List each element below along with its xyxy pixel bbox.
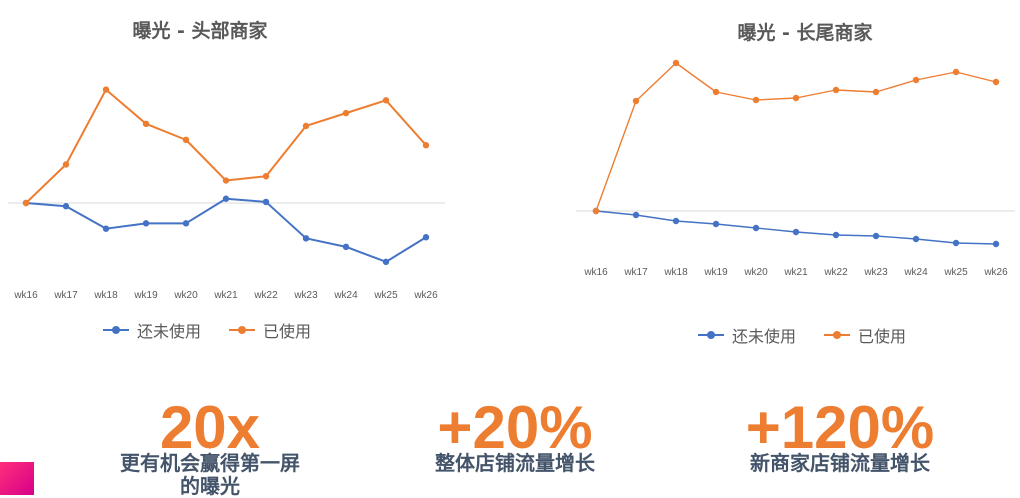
data-point-used <box>382 97 390 104</box>
x-tick-label: wk18 <box>663 267 688 278</box>
x-tick-label: wk21 <box>213 290 238 301</box>
data-point-not-used <box>222 195 230 202</box>
legend-swatch-orange <box>229 326 256 334</box>
stat-value-new-merchant-traffic: +120% <box>745 394 935 461</box>
x-tick-label: wk26 <box>413 290 438 301</box>
x-tick-label: wk19 <box>703 267 728 278</box>
legend-longtail-merchants: 还未使用 已使用 <box>698 323 906 347</box>
data-point-not-used <box>422 234 430 241</box>
legend-label: 已使用 <box>858 327 907 346</box>
x-tick-label: wk16 <box>583 267 608 278</box>
data-point-used <box>142 120 150 128</box>
data-point-used <box>182 136 190 144</box>
x-tick-label: wk16 <box>13 290 38 301</box>
data-point-not-used <box>632 211 640 219</box>
legend-label: 还未使用 <box>732 327 797 346</box>
data-point-not-used <box>262 198 270 206</box>
stat-label-new-merchant-traffic: 新商家店铺流量增长 <box>750 451 930 475</box>
data-point-not-used <box>182 220 190 227</box>
data-point-not-used <box>992 240 1000 248</box>
data-point-used <box>342 109 350 117</box>
data-point-not-used <box>912 235 920 243</box>
data-point-used <box>222 177 230 184</box>
data-point-not-used <box>142 220 150 227</box>
legend-item-not-used: 还未使用 <box>103 318 201 342</box>
data-point-used <box>872 88 880 96</box>
x-tick-label: wk22 <box>253 290 278 301</box>
data-point-used <box>632 97 640 105</box>
chart-title-head-merchants: 曝光 - 头部商家 <box>132 20 268 42</box>
x-tick-label: wk24 <box>903 267 928 278</box>
x-tick-label: wk20 <box>743 267 768 278</box>
x-tick-label: wk19 <box>133 290 158 301</box>
legend-swatch-blue <box>698 331 724 339</box>
stat-value-first-screen: 20x <box>159 394 261 461</box>
data-point-used <box>952 68 960 76</box>
data-point-used <box>62 161 70 168</box>
legend-label: 还未使用 <box>137 322 202 341</box>
data-point-used <box>712 88 720 96</box>
x-tick-label: wk18 <box>93 290 118 301</box>
x-tick-label: wk23 <box>863 267 888 278</box>
line-chart-head-merchants: wk16 wk17 wk18 wk19 wk20 wk21 wk22 wk23 wk24 wk25… <box>8 86 445 301</box>
x-tick-label: wk25 <box>943 267 968 278</box>
data-point-used <box>302 122 310 130</box>
x-tick-label: wk26 <box>983 267 1008 278</box>
legend-item-used: 已使用 <box>824 323 906 347</box>
data-point-used <box>422 142 430 149</box>
x-tick-label: wk23 <box>293 290 318 301</box>
data-point-used <box>992 78 1000 86</box>
chart-title-longtail-merchants: 曝光 - 长尾商家 <box>737 22 873 44</box>
data-point-not-used <box>102 225 110 232</box>
data-point-used <box>832 86 840 94</box>
data-point-not-used <box>302 235 310 242</box>
stat-label-first-screen: 更有机会赢得第一屏的曝光 <box>120 451 300 498</box>
series-line-used <box>595 62 997 212</box>
corner-logo-mark <box>0 462 34 495</box>
data-point-used <box>672 59 680 67</box>
data-point-not-used <box>752 224 760 232</box>
stat-label-overall-traffic: 整体店铺流量增长 <box>435 451 595 475</box>
data-point-not-used <box>672 217 680 225</box>
x-tick-label: wk17 <box>623 267 648 278</box>
x-tick-label: wk17 <box>53 290 78 301</box>
data-point-not-used <box>342 243 350 251</box>
x-tick-label: wk22 <box>823 267 848 278</box>
data-point-used <box>792 94 800 102</box>
data-point-not-used <box>952 239 960 247</box>
legend-item-used: 已使用 <box>229 318 311 342</box>
legend-head-merchants: 还未使用 已使用 <box>103 318 311 342</box>
stat-value-overall-traffic: +20% <box>437 394 593 461</box>
series-line-not-used <box>595 210 997 245</box>
data-point-used <box>102 86 110 93</box>
data-point-used <box>912 76 920 84</box>
data-point-not-used <box>712 220 720 228</box>
data-point-used <box>22 199 30 207</box>
line-chart-longtail-merchants: wk16 wk17 wk18 wk19 wk20 wk21 wk22 wk23 wk24 wk25… <box>576 59 1015 278</box>
legend-swatch-blue <box>103 326 129 334</box>
legend-swatch-orange <box>824 331 851 339</box>
data-point-not-used <box>382 258 390 266</box>
data-point-not-used <box>62 203 70 210</box>
x-tick-label: wk21 <box>783 267 808 278</box>
x-tick-label: wk24 <box>333 290 358 301</box>
data-point-not-used <box>832 231 840 239</box>
x-tick-label: wk20 <box>173 290 198 301</box>
data-point-not-used <box>792 228 800 236</box>
data-point-not-used <box>872 232 880 240</box>
x-tick-label: wk25 <box>373 290 398 301</box>
data-point-used <box>262 173 270 180</box>
data-point-used <box>752 96 760 104</box>
legend-item-not-used: 还未使用 <box>698 323 796 347</box>
legend-label: 已使用 <box>263 322 312 341</box>
data-point-used <box>592 207 600 215</box>
